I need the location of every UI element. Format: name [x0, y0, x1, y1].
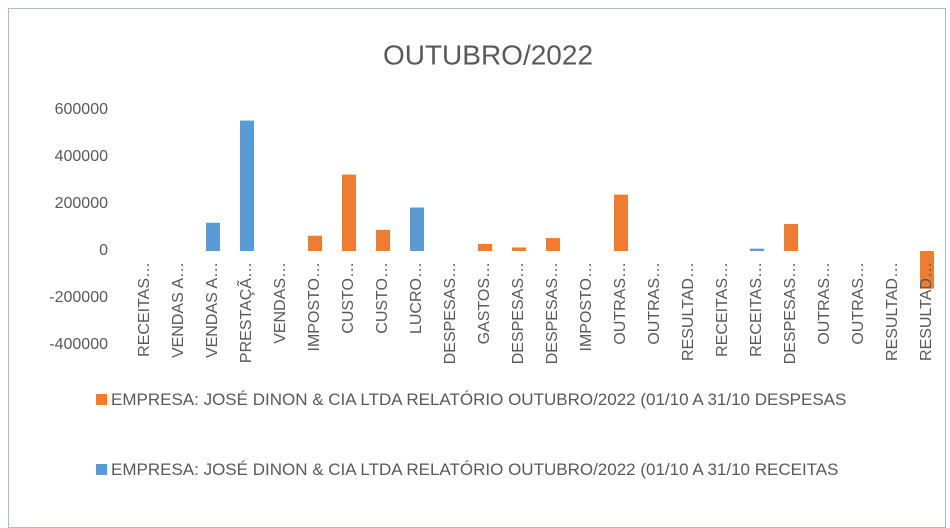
x-tick-label: VENDAS… — [272, 262, 289, 344]
x-tick-label: RECEITAS… — [136, 262, 153, 357]
legend-item: EMPRESA: JOSÉ DINON & CIA LTDA RELATÓRIO… — [96, 384, 896, 416]
x-tick-label: RESULTAD… — [918, 262, 935, 361]
x-tick-label: GASTOS… — [476, 262, 493, 344]
bar — [342, 174, 356, 251]
x-tick-label: DESPESAS… — [510, 262, 527, 364]
y-tick-label: 0 — [99, 242, 108, 259]
x-tick-label: DESPESAS… — [544, 262, 561, 364]
chart-title: OUTUBRO/2022 — [383, 39, 593, 70]
y-tick-label: 200000 — [55, 195, 108, 212]
x-tick-label: OUTRAS… — [850, 262, 867, 345]
legend-swatch — [96, 394, 107, 405]
x-tick-label: VENDAS A… — [170, 262, 187, 358]
bar — [308, 235, 322, 251]
x-tick-label: RECEITAS… — [748, 262, 765, 357]
bar — [206, 222, 220, 251]
x-tick-label: RECEITAS… — [714, 262, 731, 357]
bar — [546, 238, 560, 251]
x-tick-label: RESULTAD… — [680, 262, 697, 361]
bar — [240, 120, 254, 251]
x-tick-label: OUTRAS… — [612, 262, 629, 345]
bar — [750, 248, 764, 251]
chart-frame — [8, 8, 946, 528]
bar — [784, 223, 798, 251]
chart: OUTUBRO/2022 -400000 -200000 0 200000 400000… — [49, 39, 935, 364]
legend-item: EMPRESA: JOSÉ DINON & CIA LTDA RELATÓRIO… — [96, 454, 896, 486]
y-tick-label: 400000 — [55, 148, 108, 165]
x-tick-label: PRESTAÇÃ… — [235, 262, 255, 363]
x-tick-label: CUSTO… — [340, 262, 357, 334]
legend-label: EMPRESA: JOSÉ DINON & CIA LTDA RELATÓRIO… — [111, 390, 847, 409]
x-tick-label: IMPOSTO… — [306, 262, 323, 352]
legend-label: EMPRESA: JOSÉ DINON & CIA LTDA RELATÓRIO… — [111, 460, 839, 479]
x-tick-label: RESULTAD… — [884, 262, 901, 361]
bar — [376, 229, 390, 251]
bar — [614, 194, 628, 251]
x-tick-label: OUTRAS… — [816, 262, 833, 345]
x-tick-label: OUTRAS… — [646, 262, 663, 345]
x-tick-label: IMPOSTO… — [578, 262, 595, 352]
legend-swatch — [96, 464, 107, 475]
bar — [410, 207, 424, 251]
bar — [920, 251, 934, 289]
x-tick-label: CUSTO… — [374, 262, 391, 334]
bar — [512, 247, 526, 251]
bar — [478, 243, 492, 251]
x-tick-label: DESPESAS… — [442, 262, 459, 364]
x-tick-label: LUCRO… — [408, 262, 425, 334]
y-tick-label: 600000 — [55, 101, 108, 118]
x-tick-label: VENDAS A… — [204, 262, 221, 358]
y-tick-label: -400000 — [49, 336, 108, 353]
x-tick-label: DESPESAS… — [782, 262, 799, 364]
y-tick-label: -200000 — [49, 289, 108, 306]
